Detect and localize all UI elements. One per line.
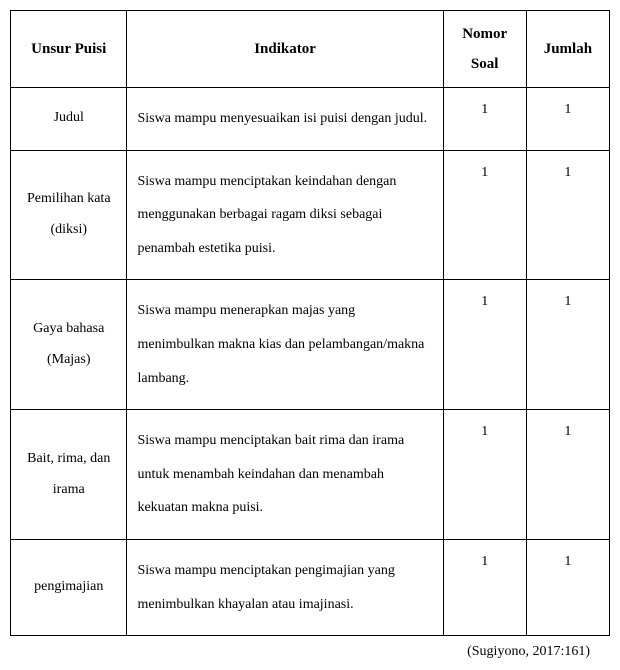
header-nomor-line2: Soal — [448, 49, 522, 79]
cell-indikator: Siswa mampu menyesuaikan isi puisi denga… — [127, 88, 443, 151]
cell-unsur: Pemilihan kata (diksi) — [11, 150, 127, 280]
cell-nomor: 1 — [443, 280, 526, 410]
cell-jumlah: 1 — [526, 280, 609, 410]
cell-nomor: 1 — [443, 150, 526, 280]
header-unsur: Unsur Puisi — [11, 11, 127, 88]
poetry-indicator-table: Unsur Puisi Indikator Nomor Soal Jumlah … — [10, 10, 610, 636]
citation-text: (Sugiyono, 2017:161) — [10, 644, 610, 660]
cell-unsur: Judul — [11, 88, 127, 151]
table-row: pengimajian Siswa mampu menciptakan peng… — [11, 539, 610, 635]
header-nomor-line1: Nomor — [448, 19, 522, 49]
table-row: Gaya bahasa (Majas) Siswa mampu menerapk… — [11, 280, 610, 410]
table-header-row: Unsur Puisi Indikator Nomor Soal Jumlah — [11, 11, 610, 88]
cell-indikator: Siswa mampu menciptakan bait rima dan ir… — [127, 410, 443, 540]
cell-jumlah: 1 — [526, 150, 609, 280]
cell-unsur: Bait, rima, dan irama — [11, 410, 127, 540]
cell-nomor: 1 — [443, 410, 526, 540]
cell-indikator: Siswa mampu menerapkan majas yang menimb… — [127, 280, 443, 410]
table-row: Judul Siswa mampu menyesuaikan isi puisi… — [11, 88, 610, 151]
header-nomor: Nomor Soal — [443, 11, 526, 88]
header-jumlah: Jumlah — [526, 11, 609, 88]
table-row: Pemilihan kata (diksi) Siswa mampu menci… — [11, 150, 610, 280]
cell-unsur: Gaya bahasa (Majas) — [11, 280, 127, 410]
cell-nomor: 1 — [443, 539, 526, 635]
cell-jumlah: 1 — [526, 410, 609, 540]
cell-unsur: pengimajian — [11, 539, 127, 635]
cell-indikator: Siswa mampu menciptakan pengimajian yang… — [127, 539, 443, 635]
cell-jumlah: 1 — [526, 88, 609, 151]
table-row: Bait, rima, dan irama Siswa mampu mencip… — [11, 410, 610, 540]
header-indikator: Indikator — [127, 11, 443, 88]
cell-jumlah: 1 — [526, 539, 609, 635]
cell-indikator: Siswa mampu menciptakan keindahan dengan… — [127, 150, 443, 280]
cell-nomor: 1 — [443, 88, 526, 151]
